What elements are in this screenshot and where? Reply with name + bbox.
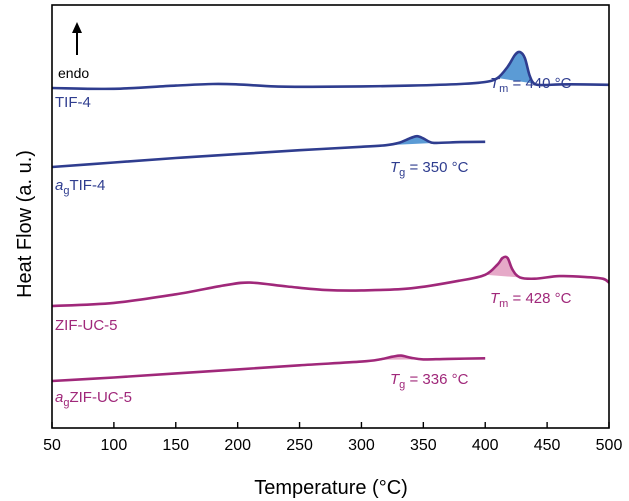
- series-label-4: agZIF-UC-5: [55, 389, 132, 409]
- peak-annotation-3: Tm = 428 °C: [490, 290, 572, 310]
- annotation-value: = 336 °C: [405, 371, 468, 388]
- plot-frame: [51, 4, 610, 429]
- peak-annotations: Tm = 440 °CTg = 350 °CTm = 428 °CTg = 33…: [390, 75, 572, 391]
- peak-fills: [376, 52, 541, 360]
- series-label-prefix: a: [55, 389, 63, 406]
- x-tick-label: 500: [596, 437, 623, 454]
- series-label-main: TIF-4: [55, 94, 91, 111]
- endo-indicator: endo: [58, 22, 89, 81]
- annotation-value: = 428 °C: [508, 290, 571, 307]
- endo-arrowhead-icon: [72, 22, 82, 33]
- peak-annotation-2: Tg = 350 °C: [390, 159, 469, 179]
- annotation-value: = 350 °C: [405, 159, 468, 176]
- x-tick-label: 150: [162, 437, 189, 454]
- x-tick-label: 300: [348, 437, 375, 454]
- series-lines: [51, 50, 610, 383]
- annotation-symbol: T: [390, 159, 401, 176]
- x-tick-label: 250: [286, 437, 313, 454]
- series-label-2: agTIF-4: [55, 177, 105, 197]
- series-line-4: [51, 354, 486, 383]
- x-axis-ticks: 50 100 150 200 250 300 350 400 450 500: [43, 422, 622, 454]
- annotation-value: = 440 °C: [508, 75, 571, 92]
- x-tick-label: 50: [43, 437, 61, 454]
- series-label-main: TIF-4: [69, 177, 105, 194]
- annotation-symbol: T: [490, 75, 501, 92]
- series-line-3: [51, 255, 610, 308]
- annotation-symbol: T: [490, 290, 501, 307]
- x-tick-label: 450: [534, 437, 561, 454]
- series-line-1: [51, 50, 610, 91]
- series-label-main: ZIF-UC-5: [69, 389, 132, 406]
- series-label-subscript: g: [63, 397, 69, 409]
- x-tick-label: 100: [101, 437, 128, 454]
- annotation-subscript: m: [499, 83, 508, 95]
- peak-annotation-1: Tm = 440 °C: [490, 75, 572, 95]
- peak-fill-1: [497, 52, 541, 85]
- x-tick-label: 200: [224, 437, 251, 454]
- series-label-1: TIF-4: [55, 94, 91, 111]
- series-label-main: ZIF-UC-5: [55, 317, 118, 334]
- annotation-subscript: m: [499, 298, 508, 310]
- x-tick-label: 350: [410, 437, 437, 454]
- series-label-prefix: a: [55, 177, 63, 194]
- series-line-2: [51, 134, 486, 169]
- endo-label: endo: [58, 65, 89, 81]
- series-label-subscript: g: [63, 185, 69, 197]
- series-label-3: ZIF-UC-5: [55, 317, 118, 334]
- x-axis-title: Temperature (°C): [254, 477, 408, 499]
- annotation-symbol: T: [390, 371, 401, 388]
- x-tick-label: 400: [472, 437, 499, 454]
- annotation-subscript: g: [399, 379, 405, 391]
- annotation-subscript: g: [399, 167, 405, 179]
- peak-annotation-4: Tg = 336 °C: [390, 371, 469, 391]
- y-axis-title: Heat Flow (a. u.): [14, 150, 36, 298]
